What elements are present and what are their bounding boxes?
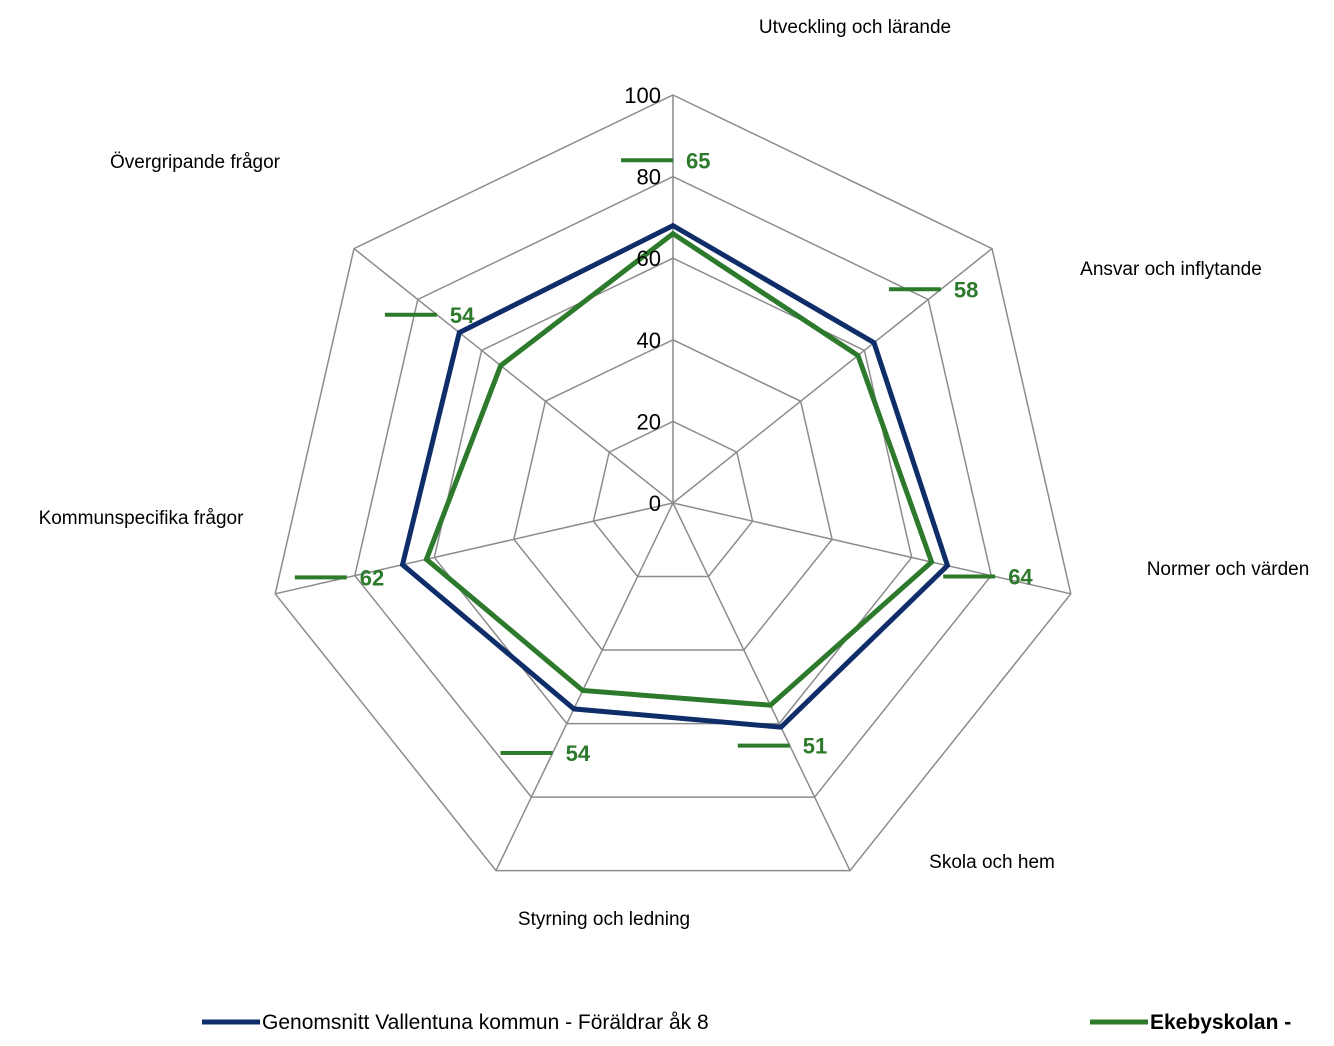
data-label: 58 [954,277,978,302]
radial-tick-labels: 0 20 40 60 80 100 [624,83,661,516]
category-label: Normer och värden [1147,559,1310,580]
category-label: Övergripande frågor [110,152,281,173]
grid-spoke [672,248,993,504]
grid-ring-100 [274,94,1072,872]
grid-ring-80 [353,175,993,798]
series-line-2 [423,230,935,708]
category-label: Ansvar och inflytande [1080,259,1262,280]
radar-grid [274,94,1072,872]
data-label: 64 [1008,565,1033,590]
grid-ring-20 [592,420,754,578]
category-label: Skola och hem [929,852,1055,873]
tick-label: 40 [637,328,661,353]
category-label: Styrning och ledning [518,909,690,930]
grid-ring-40 [513,338,833,651]
data-label: 62 [360,565,384,590]
radar-data-labels: 65 58 64 51 54 62 54 [294,148,1033,766]
category-label: Kommunspecifika frågor [39,508,245,529]
tick-label: 100 [624,83,661,108]
tick-label: 60 [637,246,661,271]
tick-label: 20 [637,409,661,434]
grid-spoke [275,502,674,595]
radar-series [399,222,951,730]
category-label: Utveckling och lärande [759,17,951,38]
data-label: 65 [686,148,710,173]
data-label: 54 [566,741,591,766]
series-line-1 [399,222,951,730]
legend: Genomsnitt Vallentuna kommun - Föräldrar… [202,1011,1291,1034]
grid-spoke [495,502,674,871]
grid-spoke [672,502,851,871]
tick-label: 80 [637,165,661,190]
grid-ring-60 [433,257,913,725]
data-label: 54 [450,303,475,328]
legend-entry: Ekebyskolan - [1150,1011,1291,1034]
grid-spoke [672,502,1071,595]
grid-spoke [353,248,674,504]
tick-label: 0 [649,491,661,516]
legend-entry: Genomsnitt Vallentuna kommun - Föräldrar… [262,1011,709,1034]
data-label: 51 [803,734,827,759]
category-labels: Utveckling och lärande Ansvar och inflyta… [39,17,1310,930]
